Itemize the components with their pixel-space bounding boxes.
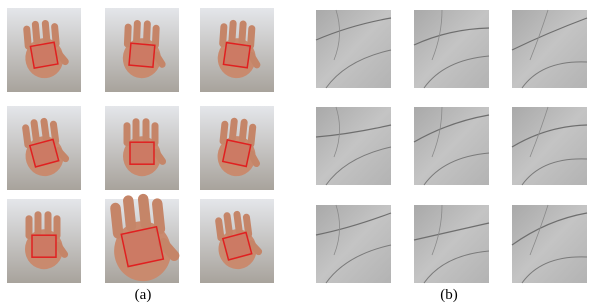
finger xyxy=(133,20,141,44)
hand-photo xyxy=(200,8,274,92)
palm-roi xyxy=(316,10,391,88)
roi-texture xyxy=(414,107,489,185)
finger xyxy=(143,118,150,142)
hand-photo xyxy=(7,8,81,92)
figure: (a) (b) xyxy=(0,0,589,307)
hand-photo xyxy=(105,8,179,92)
palm-roi xyxy=(512,10,587,88)
hand-photo xyxy=(105,190,184,283)
hand-photo xyxy=(200,106,274,190)
palm-roi xyxy=(316,107,391,185)
palm-roi xyxy=(414,10,489,88)
roi-texture xyxy=(316,107,391,185)
roi-texture xyxy=(316,10,391,88)
page: (a) (b) (() => { const data = JSON.parse… xyxy=(0,0,589,307)
roi-texture xyxy=(512,205,587,283)
hand-photo xyxy=(7,199,81,283)
finger xyxy=(45,211,52,235)
roi-box xyxy=(121,227,163,267)
roi-box xyxy=(130,142,154,164)
palm-roi xyxy=(414,107,489,185)
roi-box xyxy=(223,140,251,167)
finger xyxy=(143,20,151,44)
palm-roi xyxy=(414,205,489,283)
roi-box xyxy=(129,43,155,67)
panel-label: (a) xyxy=(135,287,152,303)
palm-roi xyxy=(512,205,587,283)
finger xyxy=(35,211,42,235)
hand-photo xyxy=(7,106,81,190)
roi-box xyxy=(223,43,250,68)
panel-label: (b) xyxy=(440,287,458,303)
roi-box xyxy=(32,235,56,257)
hand-photo xyxy=(200,199,274,283)
palm-roi xyxy=(512,107,587,185)
roi-texture xyxy=(414,10,489,88)
hand-images xyxy=(7,8,274,284)
hand-photo xyxy=(105,106,179,190)
roi-texture xyxy=(414,205,489,283)
palm-roi xyxy=(316,205,391,283)
palm-roi-images xyxy=(316,10,587,283)
finger xyxy=(133,118,140,142)
roi-texture xyxy=(512,107,587,185)
roi-box xyxy=(30,42,57,68)
